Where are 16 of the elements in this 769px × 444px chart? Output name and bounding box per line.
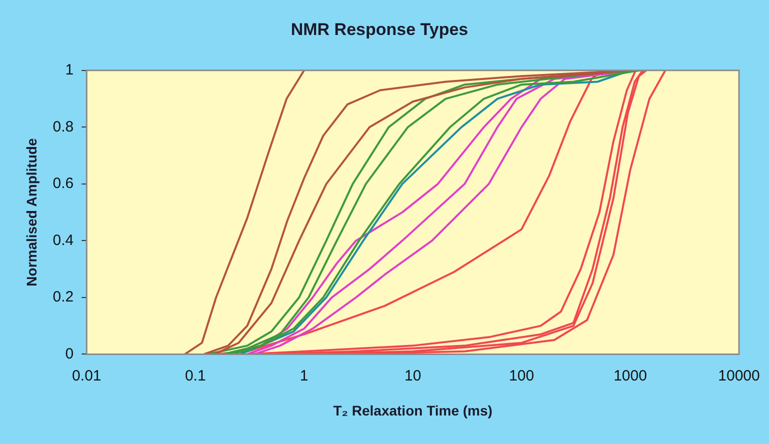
- x-tick-label: 0.01: [72, 367, 102, 384]
- x-tick-label: 10000: [718, 367, 760, 384]
- y-tick-label: 0.2: [52, 288, 74, 306]
- y-tick-label: 1: [65, 62, 74, 79]
- y-axis-title: Normalised Amplitude: [23, 138, 40, 286]
- x-tick-label: 1: [300, 367, 308, 384]
- x-axis-title: T₂ Relaxation Time (ms): [333, 402, 492, 418]
- chart-title: NMR Response Types: [290, 20, 468, 39]
- x-tick-label: 0.1: [184, 367, 206, 384]
- y-tick-label: 0.8: [52, 118, 74, 136]
- y-tick-label: 0.4: [52, 232, 74, 249]
- x-tick-label: 10: [404, 367, 422, 384]
- y-tick-label: 0: [65, 345, 74, 362]
- x-tick-label: 100: [509, 367, 534, 384]
- x-tick-label: 1000: [614, 367, 647, 384]
- y-tick-label: 0.6: [52, 175, 74, 192]
